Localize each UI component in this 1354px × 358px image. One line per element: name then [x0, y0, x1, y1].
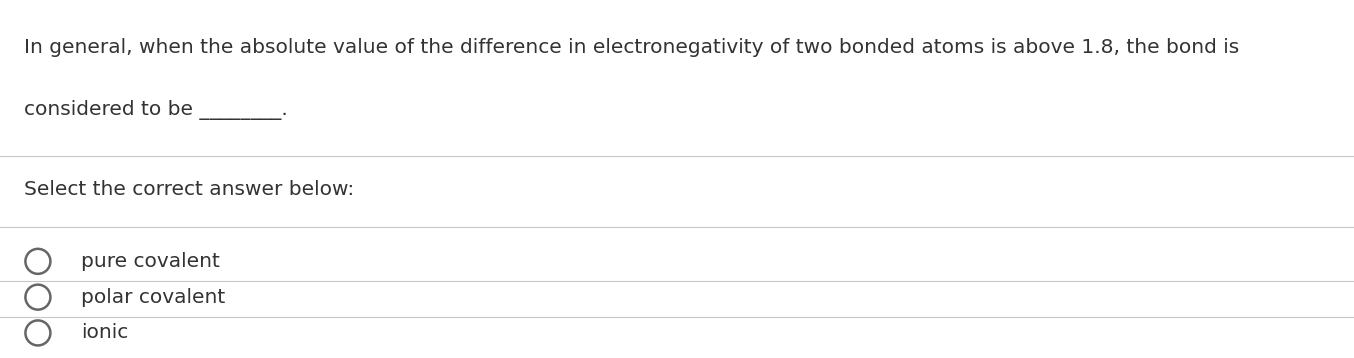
Text: polar covalent: polar covalent	[81, 287, 226, 307]
Text: Select the correct answer below:: Select the correct answer below:	[24, 180, 355, 199]
Text: In general, when the absolute value of the difference in electronegativity of tw: In general, when the absolute value of t…	[24, 38, 1240, 57]
Text: ionic: ionic	[81, 323, 129, 343]
Text: considered to be ________.: considered to be ________.	[24, 100, 288, 120]
Text: pure covalent: pure covalent	[81, 252, 221, 271]
